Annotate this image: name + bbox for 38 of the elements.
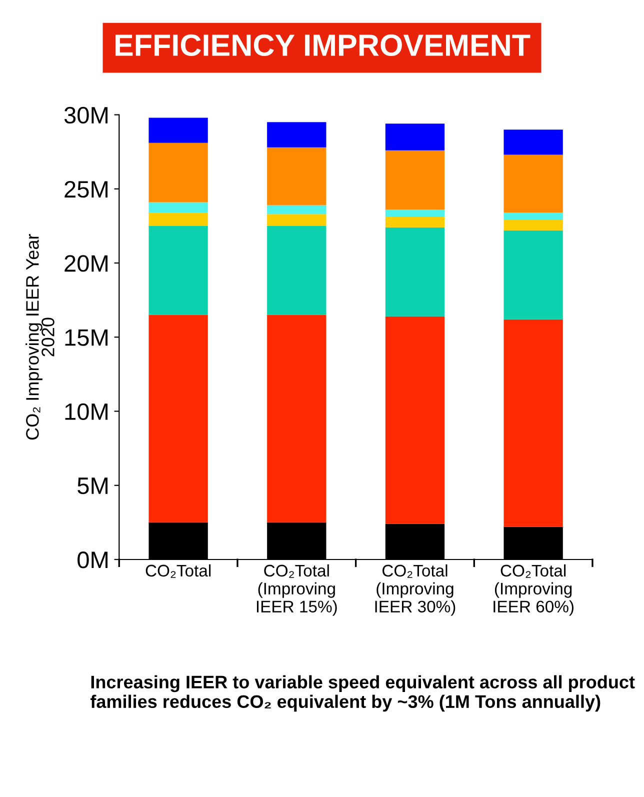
bar bbox=[148, 118, 208, 143]
bar bbox=[504, 319, 563, 527]
y-tick-label: 25M bbox=[64, 180, 108, 198]
bar bbox=[148, 212, 208, 226]
bar bbox=[385, 124, 445, 150]
y-tick-label: 0M bbox=[78, 552, 108, 568]
x-tick-label: CO₂Total (Improving IEER 60%) bbox=[494, 564, 574, 616]
x-tick-label: CO₂Total (Improving IEER 15%) bbox=[256, 564, 337, 616]
x-tick-label: CO₂Total (Improving IEER 30%) bbox=[375, 564, 456, 616]
bar bbox=[267, 314, 326, 522]
chart-title: EFFICIENCY IMPROVEMENT bbox=[116, 34, 530, 56]
y-tick-label: 15M bbox=[65, 329, 108, 346]
bar bbox=[385, 227, 445, 316]
bar bbox=[148, 202, 208, 213]
bar bbox=[267, 214, 326, 226]
y-tick-label: 5M bbox=[78, 478, 108, 494]
bar bbox=[267, 122, 326, 148]
bar bbox=[267, 147, 326, 206]
text: Increasing IEER to variable speed equivalent across all product families reduces CO₂ equivalent by ~3% (1M Tons annually) bbox=[90, 675, 635, 712]
bar bbox=[267, 226, 326, 315]
y-tick-label: 30M bbox=[64, 106, 108, 124]
bar bbox=[385, 316, 445, 524]
bar bbox=[148, 314, 208, 522]
bar bbox=[504, 130, 563, 155]
bar bbox=[504, 230, 563, 320]
bar bbox=[504, 212, 563, 220]
bar bbox=[148, 142, 208, 202]
bar bbox=[267, 205, 326, 214]
bar bbox=[385, 150, 445, 210]
y-tick-label: 20M bbox=[64, 255, 108, 272]
bar bbox=[504, 154, 563, 213]
bar bbox=[385, 217, 445, 228]
bar bbox=[385, 210, 445, 218]
x-tick-label: CO₂Total bbox=[146, 564, 211, 578]
bar bbox=[148, 226, 208, 315]
y-axis-title: CO₂ Improving IEER Year 2020 bbox=[26, 234, 54, 440]
y-tick-label: 10M bbox=[65, 403, 108, 420]
bar bbox=[504, 220, 563, 230]
